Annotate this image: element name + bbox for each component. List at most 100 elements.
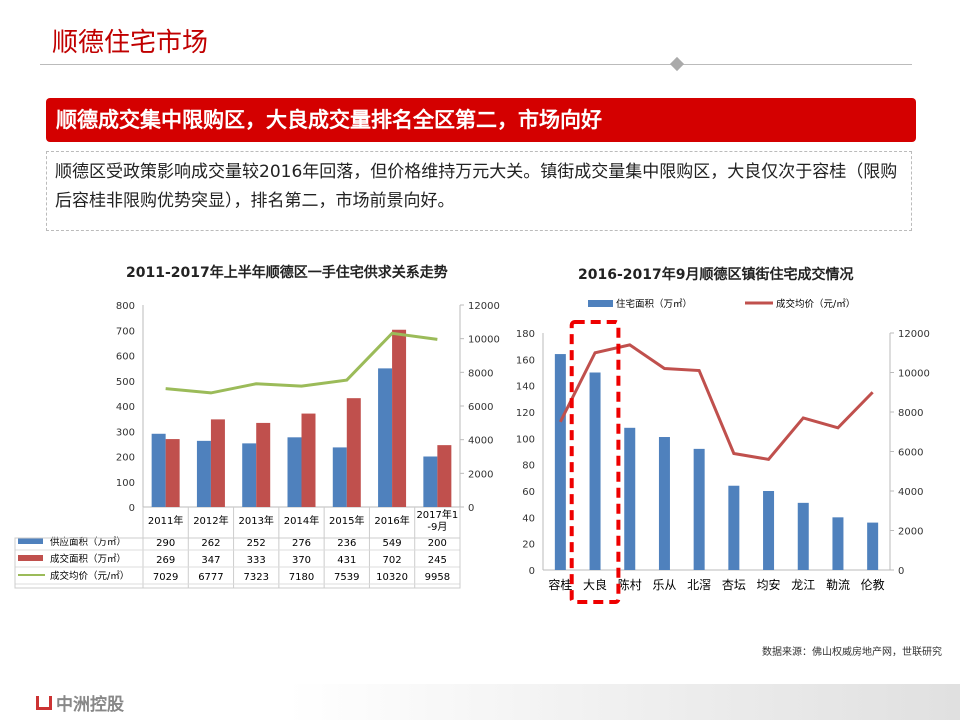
y2-tick-label: 4000 [468,436,493,447]
x-tick-label: 杏坛 [722,578,746,592]
y-tick-label: 600 [116,352,135,363]
highlight-box [569,320,621,604]
bar-住宅面积（万㎡） [624,427,636,570]
x-tick-label: 2014年 [284,514,319,527]
y-tick-label: 300 [116,427,135,438]
bar-供应面积（万㎡） [287,437,302,507]
y-tick-label: 120 [516,408,535,419]
bar-供应面积（万㎡） [151,433,166,507]
table-cell: 333 [247,555,266,566]
table-cell: 10320 [376,572,408,583]
legend-label: 成交均价（元/㎡） [776,298,855,310]
table-cell: 7180 [289,572,314,583]
table-cell: 347 [201,555,220,566]
y-tick-label: 160 [516,355,535,366]
x-tick-label: 2015年 [329,514,364,527]
y2-tick-label: 12000 [468,301,500,312]
bar-住宅面积（万㎡） [763,491,775,570]
x-tick-label: 2012年 [193,514,228,527]
y-tick-label: 0 [129,503,135,514]
table-cell: 6777 [198,572,223,583]
bar-住宅面积（万㎡） [832,517,844,570]
table-cell: 245 [428,555,447,566]
table-cell: 7539 [334,572,359,583]
bar-成交面积（万㎡） [437,445,452,507]
y-tick-label: 140 [516,382,535,393]
chart1-title: 2011-2017年上半年顺德区一手住宅供求关系走势 [126,265,448,281]
headline-banner: 顺德成交集中限购区，大良成交量排名全区第二，市场向好 [46,98,916,142]
bar-成交面积（万㎡） [165,439,180,507]
bar-住宅面积（万㎡） [797,502,809,570]
legend-label: 成交均价（元/㎡） [50,570,129,582]
data-table-border [14,537,461,589]
x-tick-label: 2011年 [148,514,183,527]
x-tick-label: 容桂 [548,577,572,592]
y2-tick-label: 6000 [468,402,493,413]
data-source: 数据来源：佛山权威房地产网，世联研究 [762,647,942,658]
chart2-title: 2016-2017年9月顺德区镇街住宅成交情况 [578,267,854,283]
y2-tick-label: 10000 [898,369,930,380]
x-tick-label: 北滘 [687,578,711,592]
y2-tick-label: 6000 [898,448,923,459]
table-cell: 431 [337,555,356,566]
logo-icon [36,695,52,710]
table-cell: 702 [383,555,402,566]
table-cell: 7029 [153,572,178,583]
table-cell: 200 [428,538,447,549]
x-tick-label: 乐从 [652,578,676,592]
y-tick-label: 0 [529,566,535,577]
bar-供应面积（万㎡） [332,447,347,507]
legend-label: 成交面积（万㎡） [50,553,126,565]
y-tick-label: 700 [116,326,135,337]
y-tick-label: 100 [116,478,135,489]
line-成交均价（元/㎡） [165,331,438,395]
description-box: 顺德区受政策影响成交量较2016年回落，但价格维持万元大关。镇街成交量集中限购区… [46,151,912,231]
table-cell: 236 [337,538,356,549]
x-tick-label: 2017年1 [416,508,458,521]
bar-成交面积（万㎡） [210,419,225,507]
x-tick-label: 陈村 [618,577,642,592]
bar-供应面积（万㎡） [242,443,257,507]
y2-tick-label: 8000 [468,368,493,379]
bar-住宅面积（万㎡） [867,522,879,570]
x-tick-label: 2013年 [238,514,273,527]
bar-住宅面积（万㎡） [554,354,566,570]
y2-tick-label: 2000 [468,469,493,480]
bar-供应面积（万㎡） [378,368,393,507]
table-cell: 7323 [243,572,268,583]
bar-供应面积（万㎡） [423,456,438,507]
y-tick-label: 60 [522,487,535,498]
page-title: 顺德住宅市场 [52,28,209,58]
y2-tick-label: 4000 [898,487,923,498]
bar-成交面积（万㎡） [301,413,316,507]
table-cell: 549 [383,538,402,549]
table-cell: 370 [292,555,311,566]
y2-tick-label: 0 [468,503,474,514]
bar-成交面积（万㎡） [256,422,271,507]
legend-swatch [18,555,43,561]
y-tick-label: 200 [116,453,135,464]
y-tick-label: 80 [522,461,535,472]
bar-住宅面积（万㎡） [693,448,705,570]
table-cell: 290 [156,538,175,549]
y-tick-label: 500 [116,377,135,388]
y2-tick-label: 2000 [898,527,923,538]
y-tick-label: 400 [116,402,135,413]
legend-swatch [18,538,43,544]
x-tick-label: -9月 [427,521,447,533]
y2-tick-label: 10000 [468,335,500,346]
y2-tick-label: 12000 [898,329,930,340]
legend-swatch [588,300,613,307]
bar-供应面积（万㎡） [196,440,211,507]
y2-tick-label: 0 [898,566,904,577]
legend-label: 供应面积（万㎡） [50,536,126,548]
legend-label: 住宅面积（万㎡） [616,298,692,310]
bar-住宅面积（万㎡） [658,437,670,570]
bar-成交面积（万㎡） [346,398,361,507]
logo-text: 中洲控股 [56,695,124,715]
x-tick-label: 龙江 [791,578,815,592]
company-logo: 中洲控股 [36,690,124,715]
line-成交均价（元/㎡） [559,343,874,462]
y-tick-label: 20 [522,540,535,551]
